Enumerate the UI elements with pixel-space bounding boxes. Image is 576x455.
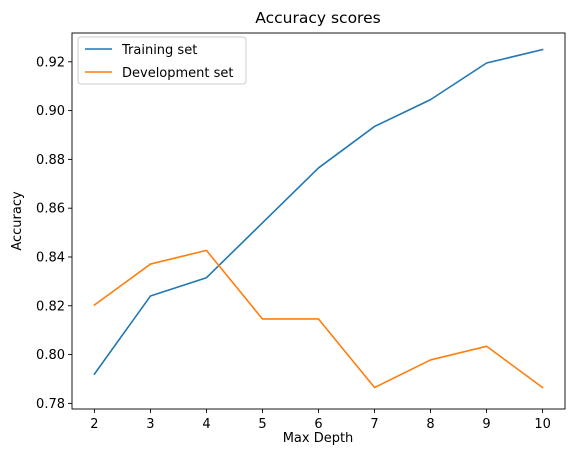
y-tick-label: 0.78 bbox=[36, 397, 65, 412]
y-tick-label: 0.82 bbox=[36, 299, 65, 314]
x-tick-label: 9 bbox=[482, 417, 490, 432]
y-tick-label: 0.92 bbox=[36, 55, 65, 70]
legend-label-development-set: Development set bbox=[122, 66, 234, 81]
y-tick-label: 0.86 bbox=[36, 202, 65, 217]
x-axis-label: Max Depth bbox=[283, 431, 354, 446]
x-tick-label: 5 bbox=[258, 417, 266, 432]
plot-area bbox=[93, 48, 544, 389]
y-tick-label: 0.88 bbox=[36, 153, 65, 168]
y-tick-label: 0.80 bbox=[36, 348, 65, 363]
x-tick-label: 4 bbox=[202, 417, 210, 432]
x-tick-label: 7 bbox=[370, 417, 378, 432]
legend: Training set Development set bbox=[77, 36, 247, 85]
x-tick-label: 8 bbox=[426, 417, 434, 432]
chart-title: Accuracy scores bbox=[255, 9, 380, 27]
x-tick-label: 3 bbox=[146, 417, 154, 432]
y-tick-label: 0.84 bbox=[36, 250, 65, 265]
series-line-development-set bbox=[93, 249, 544, 389]
x-tick-label: 2 bbox=[90, 417, 98, 432]
legend-label-training-set: Training set bbox=[121, 43, 197, 58]
series-line-training-set bbox=[93, 48, 544, 376]
x-tick-label: 6 bbox=[314, 417, 322, 432]
x-tick-label: 10 bbox=[534, 417, 551, 432]
axis-ticks: 2 3 4 5 6 7 8 9 10 0.78 0.80 0.82 0.84 0.86 0.88 0.90 0.… bbox=[36, 55, 551, 432]
y-tick-label: 0.90 bbox=[36, 104, 65, 119]
y-axis-label: Accuracy bbox=[10, 191, 25, 251]
legend-box bbox=[77, 36, 247, 85]
